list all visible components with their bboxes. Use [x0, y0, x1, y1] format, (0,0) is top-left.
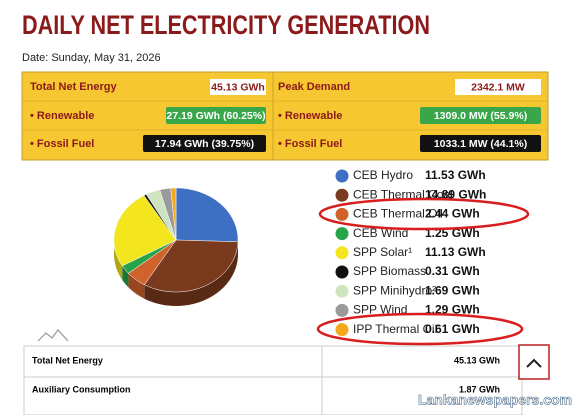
date: Date: Sunday, May 31, 2026	[22, 52, 161, 64]
cell: 45.13 GWh	[454, 355, 500, 365]
value: 17.94 GWh (39.75%)	[155, 138, 254, 150]
label: • Renewable	[278, 110, 342, 122]
legend-swatch	[335, 323, 349, 337]
badge	[420, 107, 541, 124]
legend-swatch	[335, 188, 349, 202]
value: 1309.0 MW (55.9%)	[434, 110, 527, 122]
label: Peak Demand	[278, 81, 350, 93]
legend-value: 0.61 GWh	[425, 322, 480, 336]
pie-side	[128, 273, 145, 299]
cell: Total Net Energy	[32, 355, 103, 365]
legend-label: SPP Minihydro²	[353, 283, 436, 297]
legend-label: IPP Thermal Oil	[353, 322, 437, 336]
label: Total Net Energy	[30, 81, 117, 93]
legend-label: SPP Solar¹	[353, 245, 412, 259]
pie-slice	[143, 239, 239, 293]
pie-slice	[170, 187, 177, 241]
highlight-circle	[318, 197, 530, 231]
label: • Fossil Fuel	[278, 138, 342, 150]
legend-swatch	[335, 265, 349, 279]
label: • Renewable	[30, 110, 94, 122]
badge	[455, 79, 541, 95]
legend-label: CEB Thermal Oil	[353, 207, 443, 221]
legend-value: 11.53 GWh	[425, 168, 486, 182]
badge	[210, 79, 266, 95]
pie-side	[144, 241, 238, 306]
legend-value: 1.69 GWh	[425, 283, 480, 297]
pie-chart	[113, 187, 239, 306]
title: DAILY NET ELECTRICITY GENERATION	[22, 10, 430, 40]
legend-swatch	[335, 169, 349, 183]
legend-swatch	[335, 246, 349, 260]
pie-slice	[127, 239, 177, 286]
label: • Fossil Fuel	[30, 138, 94, 150]
badge	[420, 135, 541, 152]
watermark: Lankanewspapers.com	[418, 392, 572, 408]
highlight-circle	[316, 312, 524, 346]
legend-swatch	[335, 303, 349, 317]
scroll-top-button[interactable]	[518, 344, 550, 380]
cell: 1.87 GWh	[459, 384, 500, 394]
value: 27.19 GWh (60.25%)	[166, 110, 265, 122]
legend-label: SPP Biomass	[353, 264, 426, 278]
pie-slice	[113, 195, 177, 267]
value: 45.13 GWh	[211, 81, 265, 93]
badge	[143, 135, 266, 152]
cell: Auxiliary Consumption	[32, 384, 131, 394]
pie-slice	[175, 187, 239, 243]
chevron-icon	[526, 358, 542, 368]
pie-side	[122, 265, 129, 288]
badge	[166, 107, 266, 124]
value: 1033.1 MW (44.1%)	[434, 138, 527, 150]
legend-value: 0.31 GWh	[425, 264, 480, 278]
legend-swatch	[335, 227, 349, 241]
legend-label: SPP Wind	[353, 303, 407, 317]
legend-label: CEB Hydro	[353, 168, 413, 182]
legend-value: 14.89 GWh	[425, 187, 486, 201]
pie-slice	[121, 239, 177, 274]
legend-swatch	[335, 207, 349, 221]
value: 2342.1 MW	[471, 81, 525, 93]
legend-value: 2.44 GWh	[425, 207, 480, 221]
logo	[37, 329, 69, 342]
table	[23, 345, 523, 415]
legend-value: 11.13 GWh	[425, 245, 486, 259]
pie-slice	[145, 189, 177, 241]
legend-swatch	[335, 284, 349, 298]
